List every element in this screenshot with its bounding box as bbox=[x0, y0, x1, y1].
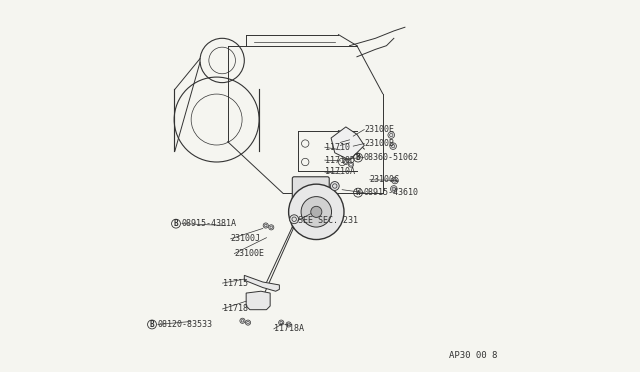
Text: 23100B: 23100B bbox=[364, 139, 394, 148]
Text: 11718A: 11718A bbox=[274, 324, 304, 333]
Text: 11718: 11718 bbox=[223, 304, 248, 314]
Text: 08120-83533: 08120-83533 bbox=[158, 320, 213, 329]
FancyBboxPatch shape bbox=[292, 177, 329, 228]
Text: 23100E: 23100E bbox=[234, 249, 264, 258]
Circle shape bbox=[330, 182, 339, 190]
Circle shape bbox=[245, 320, 251, 325]
Text: 11715: 11715 bbox=[223, 279, 248, 288]
Circle shape bbox=[390, 143, 396, 150]
Circle shape bbox=[240, 318, 245, 323]
Circle shape bbox=[290, 215, 299, 224]
Circle shape bbox=[269, 225, 274, 230]
Circle shape bbox=[348, 162, 353, 167]
Text: W: W bbox=[356, 188, 360, 197]
Text: 08915-4381A: 08915-4381A bbox=[182, 219, 237, 228]
Circle shape bbox=[388, 132, 395, 138]
Circle shape bbox=[263, 223, 268, 228]
Text: B: B bbox=[173, 219, 179, 228]
Text: 23100C: 23100C bbox=[370, 175, 400, 184]
Circle shape bbox=[392, 177, 398, 184]
Circle shape bbox=[343, 160, 348, 164]
Text: SEE SEC. 231: SEE SEC. 231 bbox=[298, 216, 358, 225]
Text: 23100J: 23100J bbox=[230, 234, 260, 243]
Polygon shape bbox=[244, 275, 280, 291]
Circle shape bbox=[392, 187, 396, 191]
Circle shape bbox=[301, 197, 332, 227]
Polygon shape bbox=[331, 127, 364, 160]
Text: 08915-43610: 08915-43610 bbox=[364, 188, 419, 197]
Text: B: B bbox=[150, 320, 154, 329]
Circle shape bbox=[289, 184, 344, 240]
Circle shape bbox=[286, 322, 291, 327]
Circle shape bbox=[311, 206, 322, 217]
Text: 11710: 11710 bbox=[324, 143, 350, 152]
Text: AP30 00 8: AP30 00 8 bbox=[449, 350, 497, 359]
Text: 11710A: 11710A bbox=[324, 167, 355, 176]
Text: B: B bbox=[356, 153, 360, 162]
Polygon shape bbox=[246, 291, 270, 310]
Text: 23100E: 23100E bbox=[364, 125, 394, 134]
Text: 08360-51062: 08360-51062 bbox=[364, 153, 419, 162]
Circle shape bbox=[390, 186, 397, 192]
Circle shape bbox=[278, 320, 284, 325]
Text: 11710D: 11710D bbox=[324, 155, 355, 165]
